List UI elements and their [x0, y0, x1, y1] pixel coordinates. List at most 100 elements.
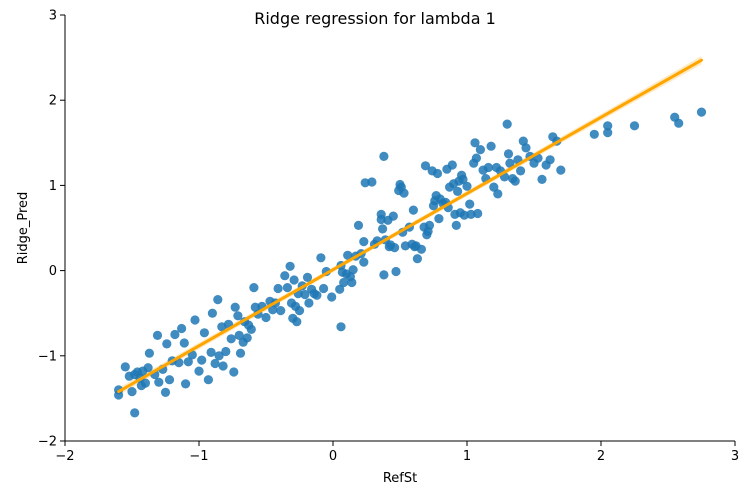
data-point: [483, 162, 493, 173]
data-point: [475, 145, 485, 155]
data-point: [285, 261, 295, 271]
data-point: [336, 322, 346, 332]
data-point: [197, 355, 207, 365]
data-point: [199, 328, 209, 338]
data-point: [416, 244, 426, 254]
data-point: [388, 211, 398, 221]
data-point: [242, 333, 252, 343]
data-point: [143, 363, 153, 373]
data-point: [391, 266, 401, 277]
data-point: [207, 308, 217, 318]
data-point: [206, 347, 216, 357]
data-point: [589, 129, 599, 139]
data-point: [250, 302, 260, 312]
data-point: [276, 306, 286, 316]
data-point: [130, 408, 140, 418]
data-point: [261, 312, 271, 323]
data-point: [503, 149, 514, 159]
data-point: [343, 250, 353, 260]
data-point: [451, 220, 461, 230]
data-point: [489, 182, 499, 192]
regression-line-layer: [117, 58, 703, 394]
data-point: [114, 390, 124, 400]
data-point: [282, 283, 292, 293]
data-point: [218, 361, 228, 371]
y-axis-ticks: −2 −1 0 1 2 3: [38, 9, 65, 450]
data-point: [462, 181, 472, 191]
data-point: [453, 186, 463, 196]
data-point: [154, 377, 164, 387]
data-point: [379, 151, 389, 161]
data-point: [160, 387, 171, 397]
data-point: [179, 338, 189, 348]
data-point: [162, 339, 172, 349]
data-point: [234, 330, 244, 340]
data-point: [273, 283, 283, 294]
data-point: [302, 272, 313, 282]
data-point: [432, 168, 443, 179]
data-point: [473, 208, 483, 219]
data-point: [376, 214, 386, 225]
data-point: [486, 141, 496, 151]
data-point: [353, 220, 364, 230]
data-point: [424, 220, 435, 230]
data-point: [120, 362, 130, 372]
data-point: [466, 209, 476, 219]
regression-line: [117, 58, 703, 394]
data-point: [348, 265, 358, 275]
y-tick-label: −1: [38, 349, 57, 364]
data-point: [164, 375, 175, 385]
data-point: [140, 378, 150, 388]
data-point: [629, 121, 640, 131]
data-point: [280, 271, 290, 281]
data-point: [292, 317, 302, 327]
data-point: [170, 329, 180, 340]
data-point: [505, 158, 515, 168]
data-point: [289, 275, 299, 285]
data-point: [447, 160, 457, 170]
data-point: [294, 306, 305, 316]
data-point: [360, 178, 370, 188]
data-point: [603, 121, 613, 131]
data-point: [459, 210, 469, 220]
data-point: [249, 283, 259, 293]
data-point: [152, 330, 163, 340]
data-point: [203, 375, 213, 385]
data-point: [696, 107, 707, 117]
x-tick-label: 3: [731, 449, 739, 464]
data-point: [312, 290, 322, 300]
x-tick-label: −1: [189, 449, 208, 464]
data-point: [229, 367, 239, 377]
data-point: [339, 277, 349, 288]
data-point: [412, 254, 422, 264]
x-tick-label: 0: [329, 449, 337, 464]
x-tick-label: −2: [55, 449, 74, 464]
data-point: [304, 298, 314, 308]
data-point: [213, 295, 223, 305]
y-tick-label: 2: [49, 94, 57, 109]
x-axis-ticks: −2 −1 0 1 2 3: [55, 441, 739, 464]
data-point: [214, 351, 224, 361]
data-point: [335, 284, 345, 294]
data-point: [420, 161, 431, 171]
data-point: [470, 138, 480, 148]
data-point: [545, 155, 555, 165]
data-point: [434, 214, 444, 224]
data-point: [516, 166, 526, 176]
data-point: [521, 143, 531, 153]
data-point: [327, 292, 337, 302]
data-points-layer: [114, 107, 707, 418]
data-point: [465, 199, 475, 209]
data-point: [233, 311, 243, 321]
data-point: [493, 189, 503, 199]
data-point: [210, 358, 220, 369]
data-point: [556, 165, 566, 175]
data-point: [300, 289, 310, 300]
data-point: [458, 174, 468, 184]
data-point: [359, 257, 369, 267]
data-point: [674, 118, 684, 128]
data-point: [510, 176, 520, 186]
data-point: [177, 323, 187, 334]
data-point: [408, 205, 418, 215]
